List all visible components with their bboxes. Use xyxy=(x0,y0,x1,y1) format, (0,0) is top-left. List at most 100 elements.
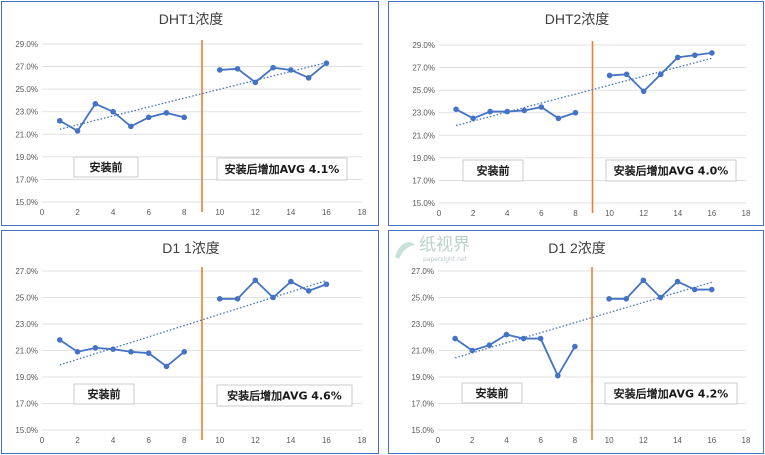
y-tick-label: 25.0% xyxy=(15,294,38,303)
annotation-after: 安装后增加AVG 4.2% xyxy=(614,387,729,401)
data-point xyxy=(708,286,715,293)
data-point xyxy=(145,350,152,356)
x-tick-label: 8 xyxy=(182,208,187,217)
x-tick-label: 18 xyxy=(742,436,751,445)
annotation-before: 安装前 xyxy=(476,386,509,400)
y-tick-label: 19.0% xyxy=(15,153,38,162)
trend-line xyxy=(59,279,327,366)
data-point xyxy=(691,286,698,293)
y-tick-label: 27.0% xyxy=(411,267,434,276)
y-tick-label: 21.0% xyxy=(412,131,435,140)
y-tick-label: 25.0% xyxy=(411,294,434,303)
x-tick-label: 16 xyxy=(707,209,716,218)
data-point xyxy=(606,296,612,302)
x-tick-label: 14 xyxy=(286,436,295,445)
y-tick-label: 25.0% xyxy=(15,85,38,94)
x-tick-label: 8 xyxy=(573,436,578,445)
data-point xyxy=(623,71,630,78)
chart-svg: DHT2浓度 15.0% 17.0% 19.0% 21.0% 23.0% 25.0% 27.0… xyxy=(412,11,751,218)
data-point xyxy=(234,296,241,302)
y-tick-label: 25.0% xyxy=(412,86,435,95)
x-tick-label: 2 xyxy=(471,209,476,218)
x-tick-label: 4 xyxy=(111,208,116,217)
annotation-box-before xyxy=(73,156,139,178)
x-tick-label: 4 xyxy=(504,436,509,445)
data-point xyxy=(554,372,561,379)
data-point xyxy=(640,88,647,95)
x-tick-label: 0 xyxy=(40,436,45,445)
annotation-after: 安装后增加AVG 4.6% xyxy=(227,389,342,403)
leaf-icon xyxy=(395,242,415,259)
data-point xyxy=(657,294,664,301)
data-point xyxy=(640,277,647,284)
x-tick-label: 6 xyxy=(146,436,151,445)
data-point xyxy=(128,349,134,355)
annotation-before: 安装前 xyxy=(88,387,121,401)
x-tick-label: 18 xyxy=(742,209,751,218)
y-tick-label: 27.0% xyxy=(15,267,38,276)
data-point xyxy=(520,335,527,342)
data-point xyxy=(606,72,613,79)
data-point xyxy=(537,335,544,342)
watermark-url: papersight.net xyxy=(423,256,468,263)
x-tick-label: 14 xyxy=(673,209,682,218)
annotation-box-after xyxy=(605,159,737,182)
x-tick-label: 10 xyxy=(215,208,224,217)
chart-svg: D1 2浓度 15.0% 17.0% 19.0% 21.0% 23.0% 25.0% 27.0… xyxy=(411,240,751,445)
x-tick-label: 6 xyxy=(539,209,544,218)
x-tick-label: 2 xyxy=(75,436,80,445)
y-tick-label: 21.0% xyxy=(15,347,38,356)
data-point xyxy=(674,278,681,285)
data-point xyxy=(128,123,134,130)
data-point xyxy=(145,114,152,121)
annotation-before: 安装前 xyxy=(477,164,510,178)
data-point xyxy=(216,67,223,73)
y-tick-label: 23.0% xyxy=(15,108,38,117)
y-tick-label: 27.0% xyxy=(412,64,435,73)
data-point xyxy=(74,128,81,134)
x-tick-label: 10 xyxy=(605,436,614,445)
data-point xyxy=(555,115,562,122)
data-point xyxy=(163,363,170,370)
x-tick-label: 8 xyxy=(573,209,578,218)
data-point xyxy=(234,66,241,72)
x-tick-label: 16 xyxy=(322,436,331,445)
data-point xyxy=(181,114,188,121)
data-point xyxy=(709,50,715,56)
y-tick-label: 17.0% xyxy=(15,400,38,409)
data-point xyxy=(538,104,545,110)
y-tick-label: 19.0% xyxy=(15,373,38,382)
x-tick-label: 4 xyxy=(505,209,510,218)
x-tick-label: 12 xyxy=(251,436,260,445)
data-point xyxy=(657,71,664,78)
x-tick-label: 18 xyxy=(358,436,367,445)
x-tick-label: 12 xyxy=(639,209,648,218)
x-tick-label: 0 xyxy=(40,208,45,217)
y-tick-label: 19.0% xyxy=(412,154,435,163)
annotation-box-after xyxy=(216,157,348,181)
x-tick-label: 18 xyxy=(358,208,367,217)
data-point xyxy=(572,343,578,350)
data-point xyxy=(92,101,99,107)
y-tick-label: 15.0% xyxy=(15,198,38,207)
y-tick-label: 27.0% xyxy=(15,63,38,72)
data-point xyxy=(504,108,511,115)
x-tick-label: 2 xyxy=(470,436,475,445)
series-line-before xyxy=(59,339,185,368)
chart-svg: D1 1浓度 15.0% 17.0% 19.0% 21.0% 23.0% 25.0% 27.0… xyxy=(15,240,367,445)
y-tick-label: 23.0% xyxy=(411,320,434,329)
x-tick-label: 16 xyxy=(322,208,331,217)
trend-line xyxy=(455,57,713,127)
x-tick-label: 12 xyxy=(251,208,260,217)
y-tick-label: 15.0% xyxy=(15,426,38,435)
y-tick-label: 23.0% xyxy=(412,109,435,118)
data-point xyxy=(572,109,579,116)
y-tick-label: 29.0% xyxy=(15,40,38,49)
x-tick-label: 2 xyxy=(75,208,80,217)
y-tick-label: 19.0% xyxy=(411,373,434,382)
data-point xyxy=(521,107,528,114)
data-point xyxy=(288,278,294,285)
chart-svg: DHT1浓度 15.0% 17.0% 19.0% 21.0% 23.0% 25.0% 27.0… xyxy=(15,11,367,217)
y-tick-label: 21.0% xyxy=(411,347,434,356)
data-point xyxy=(469,347,476,354)
